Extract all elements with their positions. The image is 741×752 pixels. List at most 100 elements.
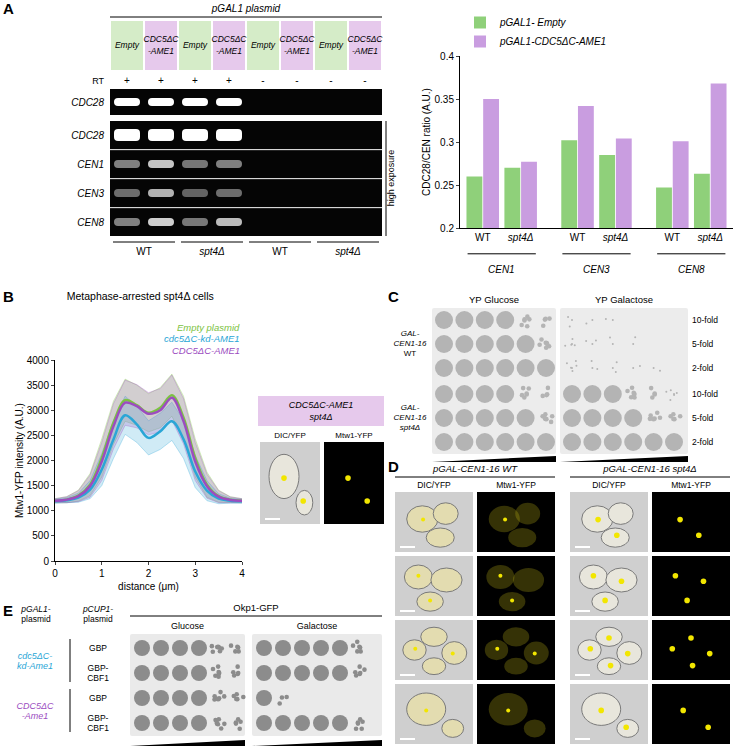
svg-text:GAL-: GAL-: [401, 329, 420, 338]
svg-text:+: +: [192, 75, 198, 86]
svg-text:CBF1: CBF1: [87, 723, 109, 733]
svg-text:3000: 3000: [27, 405, 50, 416]
svg-text:0: 0: [43, 556, 49, 567]
svg-text:-AME1: -AME1: [216, 46, 242, 56]
svg-text:0.3: 0.3: [440, 137, 454, 148]
svg-text:pGAL1-: pGAL1-: [20, 604, 50, 614]
svg-text:D: D: [388, 458, 399, 475]
svg-text:pGAL1- Empty: pGAL1- Empty: [499, 17, 567, 28]
svg-text:WT: WT: [404, 349, 417, 358]
svg-text:1500: 1500: [27, 480, 50, 491]
svg-text:0.4: 0.4: [440, 51, 454, 62]
svg-text:-: -: [329, 75, 332, 86]
svg-text:CDC28/CEN ratio (A.U.): CDC28/CEN ratio (A.U.): [421, 88, 432, 196]
svg-text:CDC5ΔC: CDC5ΔC: [280, 34, 316, 44]
svg-text:CDC28: CDC28: [71, 130, 104, 141]
svg-text:WT: WT: [665, 232, 681, 243]
svg-text:5-fold: 5-fold: [692, 339, 714, 349]
svg-text:E: E: [3, 602, 13, 619]
svg-text:-: -: [363, 75, 366, 86]
svg-text:CEN3: CEN3: [583, 264, 610, 275]
svg-text:plasmid: plasmid: [21, 614, 51, 624]
svg-text:Empty: Empty: [183, 40, 208, 50]
svg-text:pGAL-CEN1-16 WT: pGAL-CEN1-16 WT: [432, 463, 518, 474]
svg-text:A: A: [3, 0, 14, 17]
svg-text:GBP: GBP: [89, 693, 107, 703]
svg-text:2-fold: 2-fold: [692, 437, 714, 447]
svg-text:GAL-: GAL-: [401, 403, 420, 412]
svg-text:spt4Δ: spt4Δ: [603, 232, 629, 243]
svg-text:CEN8: CEN8: [678, 264, 705, 275]
svg-text:spt4Δ: spt4Δ: [400, 423, 421, 432]
svg-text:Glucose: Glucose: [171, 621, 204, 631]
svg-text:pGAL-CEN1-16 spt4Δ: pGAL-CEN1-16 spt4Δ: [602, 463, 697, 474]
svg-text:DIC/YFP: DIC/YFP: [417, 480, 451, 490]
svg-text:-: -: [261, 75, 264, 86]
svg-text:Empty: Empty: [115, 40, 140, 50]
svg-text:CEN8: CEN8: [77, 217, 104, 228]
svg-text:WT: WT: [475, 232, 491, 243]
svg-text:WT: WT: [272, 246, 288, 257]
svg-text:Empty: Empty: [319, 40, 344, 50]
svg-text:RT: RT: [92, 76, 104, 86]
svg-text:spt4Δ: spt4Δ: [508, 232, 534, 243]
svg-text:GBP-: GBP-: [88, 713, 109, 723]
svg-text:DIC/YFP: DIC/YFP: [274, 431, 306, 440]
svg-text:CDC5ΔC: CDC5ΔC: [144, 34, 180, 44]
svg-text:kd-Ame1: kd-Ame1: [17, 661, 53, 671]
svg-text:Mtw1-YFP: Mtw1-YFP: [496, 480, 536, 490]
svg-text:Mtw1-YFP intensity (A.U.): Mtw1-YFP intensity (A.U.): [14, 403, 25, 518]
svg-text:cdc5ΔC-: cdc5ΔC-: [18, 651, 53, 661]
svg-text:4000: 4000: [27, 355, 50, 366]
svg-text:0.2: 0.2: [440, 223, 454, 234]
svg-text:high exposure: high exposure: [386, 150, 396, 207]
svg-text:CDC5ΔC-AME1: CDC5ΔC-AME1: [289, 400, 354, 410]
svg-text:CEN1: CEN1: [77, 159, 104, 170]
svg-text:4: 4: [239, 568, 245, 579]
svg-text:2-fold: 2-fold: [692, 363, 714, 373]
svg-text:WT: WT: [136, 246, 152, 257]
svg-text:spt4Δ: spt4Δ: [697, 232, 723, 243]
svg-text:spt4Δ: spt4Δ: [309, 412, 332, 422]
svg-text:cdc5ΔC-kd-AME1: cdc5ΔC-kd-AME1: [164, 333, 240, 344]
svg-text:+: +: [124, 75, 130, 86]
svg-text:YP Glucose: YP Glucose: [469, 294, 519, 305]
svg-text:Okp1-GFP: Okp1-GFP: [233, 602, 278, 613]
svg-text:pGAL1 plasmid: pGAL1 plasmid: [211, 3, 281, 14]
svg-text:GBP-: GBP-: [88, 663, 109, 673]
svg-text:+: +: [226, 75, 232, 86]
svg-text:+: +: [158, 75, 164, 86]
svg-text:-AME1: -AME1: [284, 46, 310, 56]
svg-text:distance (μm): distance (μm): [118, 581, 179, 592]
svg-text:Galactose: Galactose: [297, 621, 338, 631]
svg-text:CDC5ΔC: CDC5ΔC: [16, 701, 54, 711]
svg-text:1: 1: [99, 568, 105, 579]
svg-text:spt4Δ: spt4Δ: [335, 246, 361, 257]
svg-text:-AME1: -AME1: [352, 46, 378, 56]
svg-text:CDC5ΔC: CDC5ΔC: [212, 34, 248, 44]
svg-text:pCUP1-: pCUP1-: [82, 604, 113, 614]
svg-text:Mtw1-YFP: Mtw1-YFP: [335, 431, 372, 440]
svg-text:CDC28: CDC28: [71, 97, 104, 108]
svg-text:Metaphase-arrested spt4Δ cells: Metaphase-arrested spt4Δ cells: [67, 290, 214, 302]
svg-text:CEN3: CEN3: [77, 188, 104, 199]
svg-text:pGAL1-CDC5ΔC-AME1: pGAL1-CDC5ΔC-AME1: [499, 36, 606, 47]
svg-text:-AME1: -AME1: [148, 46, 174, 56]
svg-text:GBP: GBP: [89, 643, 107, 653]
svg-text:-Ame1: -Ame1: [22, 711, 49, 721]
svg-text:Empty: Empty: [251, 40, 276, 50]
svg-text:C: C: [388, 288, 399, 305]
svg-text:DIC/YFP: DIC/YFP: [592, 480, 626, 490]
svg-text:CEN1-16: CEN1-16: [394, 413, 427, 422]
svg-text:2000: 2000: [27, 455, 50, 466]
svg-text:1000: 1000: [27, 505, 50, 516]
svg-text:plasmid: plasmid: [83, 614, 113, 624]
svg-text:B: B: [3, 288, 14, 305]
svg-text:CBF1: CBF1: [87, 673, 109, 683]
svg-text:spt4Δ: spt4Δ: [199, 246, 225, 257]
svg-text:CDC5ΔC-AME1: CDC5ΔC-AME1: [172, 345, 240, 356]
svg-text:10-fold: 10-fold: [692, 315, 718, 325]
svg-text:2500: 2500: [27, 430, 50, 441]
svg-text:YP Galactose: YP Galactose: [595, 294, 653, 305]
svg-text:CEN1: CEN1: [488, 264, 515, 275]
